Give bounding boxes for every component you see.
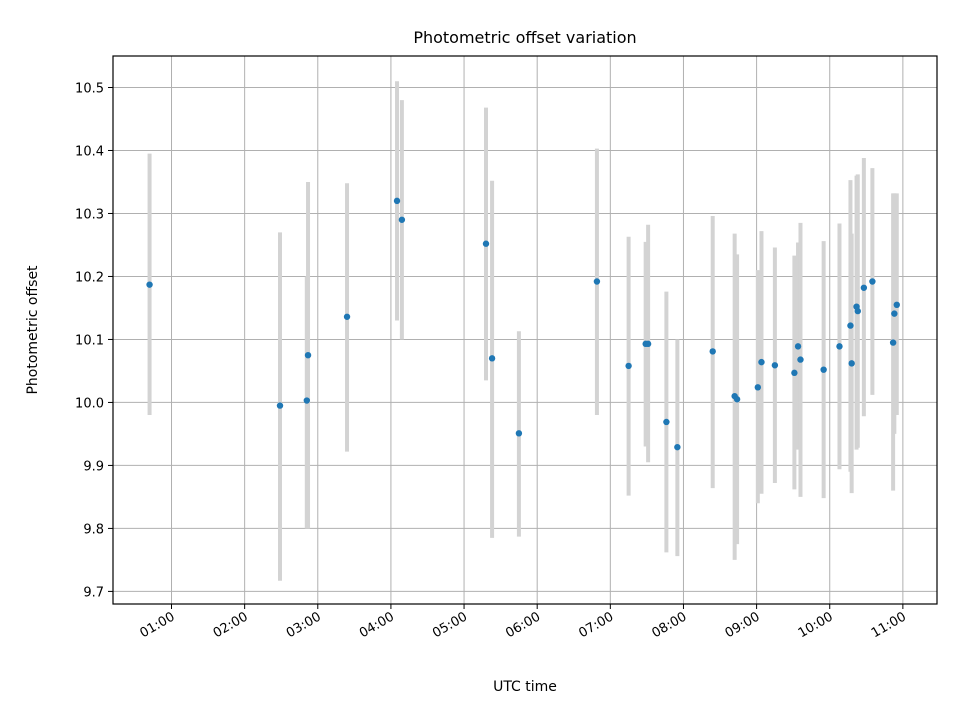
data-point: [674, 443, 681, 451]
data-point: [860, 284, 868, 291]
y-tick-label: 9.7: [83, 585, 104, 600]
data-point: [515, 430, 523, 437]
data-point: [343, 313, 351, 320]
data-point: [848, 360, 855, 367]
data-point: [893, 301, 900, 309]
data-point: [889, 339, 897, 346]
data-point: [398, 216, 406, 223]
y-tick-label: 9.8: [83, 522, 104, 537]
data-point: [847, 322, 854, 329]
data-point: [758, 358, 765, 366]
data-point: [593, 278, 601, 285]
data-point: [794, 343, 802, 350]
y-axis-label: Photometric offset: [25, 265, 41, 395]
data-point: [754, 384, 762, 391]
y-tick-label: 10.5: [75, 81, 104, 96]
x-axis-label: UTC time: [493, 679, 557, 695]
data-point: [771, 362, 779, 369]
data-point: [304, 351, 312, 359]
data-point: [869, 278, 876, 285]
data-point: [733, 396, 741, 403]
data-point: [797, 356, 804, 363]
data-point: [663, 418, 670, 426]
data-point: [625, 362, 632, 370]
data-point: [146, 281, 153, 288]
data-point: [709, 348, 716, 355]
y-tick-label: 10.2: [75, 270, 104, 285]
data-point: [791, 369, 798, 377]
data-point: [836, 343, 843, 350]
plot-frame: [112, 55, 938, 605]
data-point: [891, 310, 898, 317]
data-point: [482, 240, 490, 247]
chart-title: Photometric offset variation: [413, 28, 636, 47]
data-point: [488, 355, 496, 362]
y-tick-label: 10.1: [75, 333, 104, 348]
data-point: [820, 366, 827, 373]
data-point: [854, 307, 861, 315]
data-point: [303, 397, 311, 404]
data-point: [644, 340, 652, 348]
data-point: [393, 197, 401, 205]
y-tick-label: 10.3: [75, 207, 104, 222]
y-tick-label: 10.0: [75, 396, 104, 411]
data-point: [276, 402, 284, 409]
y-axis-ticks: 9.7 9.8 9.9 10.0 10.1 10.2 10.3 10.4 10.5: [75, 81, 113, 600]
y-tick-label: 10.4: [75, 144, 104, 159]
y-tick-label: 9.9: [83, 459, 104, 474]
data-points: [146, 197, 900, 451]
